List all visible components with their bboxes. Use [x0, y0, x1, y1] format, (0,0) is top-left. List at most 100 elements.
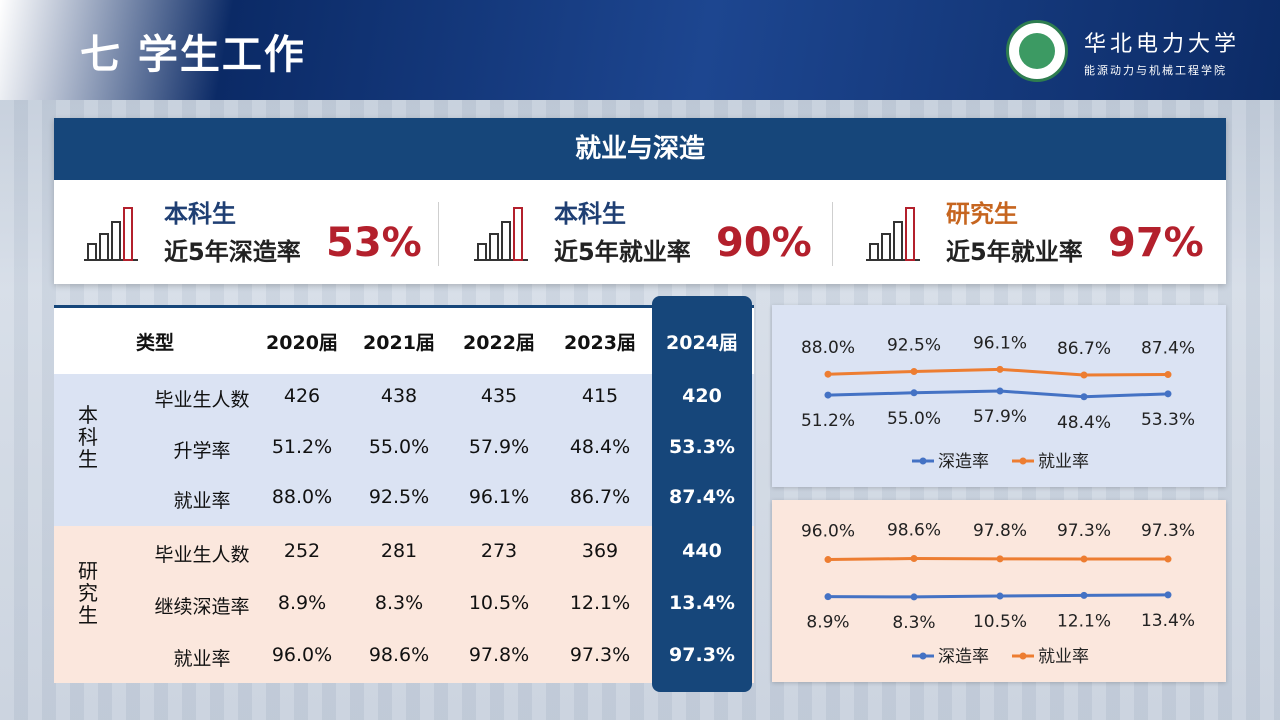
- data-point: [1080, 371, 1088, 379]
- table-cell: 440: [682, 540, 722, 562]
- group-label-char: 研: [78, 559, 98, 583]
- column-header: 2024届: [666, 332, 738, 354]
- row-metric-label: 毕业生人数: [154, 544, 250, 566]
- group-label-char: 生: [78, 446, 98, 471]
- table-cell: 13.4%: [669, 592, 735, 614]
- group-label-char: 究: [78, 581, 98, 605]
- undergrad-line-chart: 51.2% 55.0% 57.9% 48.4% 53.3% 88.0% 92.5% 96.1%…: [772, 305, 1226, 487]
- bar-chart-icon: [84, 207, 138, 261]
- data-label: 87.4%: [1141, 339, 1195, 359]
- legend-label: 深造率: [938, 647, 989, 667]
- data-label: 12.1%: [1057, 611, 1111, 631]
- table-cell: 87.4%: [669, 486, 735, 508]
- legend-marker: [1019, 652, 1027, 660]
- table-cell: 10.5%: [468, 592, 530, 614]
- table-cell: 415: [581, 385, 619, 407]
- column-header: 2023届: [564, 332, 636, 354]
- data-point: [910, 389, 918, 397]
- column-header: 2021届: [363, 332, 435, 354]
- table-cell: 51.2%: [271, 436, 333, 458]
- row-metric-label: 毕业生人数: [154, 389, 250, 411]
- data-label: 55.0%: [887, 409, 941, 429]
- university-name: 华北电力大学: [1084, 32, 1241, 57]
- stat-kind: 研究生: [946, 200, 1018, 228]
- table-cell: 8.3%: [374, 592, 424, 614]
- grad-line-chart: 8.9% 8.3% 10.5% 12.1% 13.4% 96.0% 98.6% 97.8% 97…: [772, 500, 1226, 682]
- row-metric-label: 升学率: [173, 440, 231, 462]
- table-cell: 55.0%: [368, 436, 430, 458]
- row-metric-label: 继续深造率: [154, 596, 250, 618]
- stat-label: 近5年就业率: [554, 238, 691, 266]
- table-cell: 281: [380, 540, 418, 562]
- summary-panel: 就业与深造 本科生 近5年深造率 53% 本科生 近5年就业率 90%: [54, 118, 1226, 284]
- summary-heading: 就业与深造: [54, 118, 1226, 180]
- divider: [832, 202, 833, 266]
- data-point: [910, 555, 918, 563]
- legend-marker: [1019, 457, 1027, 465]
- column-header: 2022届: [463, 332, 535, 354]
- table-cell: 86.7%: [569, 486, 631, 508]
- legend-label: 深造率: [938, 452, 989, 472]
- table-cell: 97.8%: [468, 644, 530, 666]
- row-metric-label: 就业率: [173, 490, 231, 512]
- stat-value: 53%: [326, 220, 422, 266]
- chart-svg: 51.2% 55.0% 57.9% 48.4% 53.3% 88.0% 92.5% 96.1%…: [801, 333, 1195, 472]
- data-point: [1080, 555, 1088, 563]
- data-point: [996, 387, 1004, 395]
- table-cell: 53.3%: [669, 436, 735, 458]
- data-label: 88.0%: [801, 338, 855, 358]
- data-label: 13.4%: [1141, 611, 1195, 631]
- data-point: [824, 391, 832, 399]
- university-logo-icon: [1006, 20, 1068, 82]
- stat-value: 90%: [716, 220, 812, 266]
- table-cell: 97.3%: [569, 644, 631, 666]
- data-label: 92.5%: [887, 336, 941, 356]
- stat-pg-employment: 研究生 近5年就业率 97%: [836, 194, 1216, 274]
- data-point: [910, 368, 918, 375]
- stat-kind: 本科生: [554, 200, 626, 228]
- data-point: [1164, 371, 1172, 379]
- data-point: [824, 556, 832, 564]
- table-cell: 96.1%: [468, 486, 530, 508]
- stat-value: 97%: [1108, 220, 1204, 266]
- row-metric-label: 就业率: [173, 648, 231, 670]
- divider: [438, 202, 439, 266]
- page-title: 七 学生工作: [80, 32, 306, 78]
- data-label: 8.3%: [892, 613, 935, 633]
- group-label-char: 科: [78, 424, 98, 449]
- data-label: 97.3%: [1141, 521, 1195, 541]
- legend-marker: [919, 652, 927, 660]
- legend-label: 就业率: [1038, 452, 1089, 472]
- table-cell: 92.5%: [368, 486, 430, 508]
- data-label: 48.4%: [1057, 413, 1111, 433]
- data-point: [1080, 393, 1088, 401]
- table-cell: 8.9%: [277, 592, 327, 614]
- table-cell: 97.3%: [669, 644, 735, 666]
- table-cell: 12.1%: [569, 592, 631, 614]
- data-label: 96.0%: [801, 522, 855, 542]
- table-cell: 438: [380, 385, 418, 407]
- data-point: [1080, 591, 1088, 599]
- table-cell: 273: [480, 540, 518, 562]
- bar-chart-icon: [866, 207, 920, 261]
- stat-label: 近5年就业率: [946, 238, 1083, 266]
- table-cell: 88.0%: [271, 486, 333, 508]
- data-label: 53.3%: [1141, 410, 1195, 430]
- chart-svg: 8.9% 8.3% 10.5% 12.1% 13.4% 96.0% 98.6% 97.8% 97…: [801, 521, 1195, 667]
- table-cell: 252: [283, 540, 321, 562]
- table-cell: 435: [480, 385, 518, 407]
- table-cell: 96.0%: [271, 644, 333, 666]
- data-point: [824, 370, 832, 378]
- data-table: [54, 305, 754, 683]
- grad-section-bg: [54, 526, 754, 683]
- column-2024-highlight: [652, 296, 752, 692]
- table-cell: 426: [283, 385, 321, 407]
- data-label: 97.8%: [973, 521, 1027, 541]
- school-name: 能源动力与机械工程学院: [1084, 64, 1227, 77]
- legend-label: 就业率: [1038, 647, 1089, 667]
- data-label: 96.1%: [973, 333, 1027, 353]
- stat-ug-further-study: 本科生 近5年深造率 53%: [54, 194, 434, 274]
- group-label-char: 本: [78, 402, 98, 427]
- table-cell: 420: [682, 385, 722, 407]
- stat-label: 近5年深造率: [164, 238, 301, 266]
